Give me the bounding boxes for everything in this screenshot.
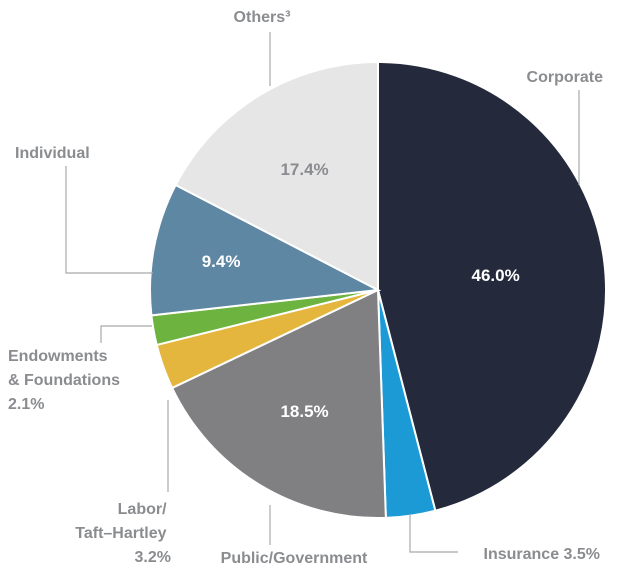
label-others: Others³ bbox=[234, 9, 291, 26]
slice-corporate bbox=[377, 60, 607, 512]
value-label-individual: 9.4% bbox=[202, 252, 241, 271]
value-label-others: 17.4% bbox=[280, 160, 328, 179]
leader-line-endowments bbox=[100, 325, 152, 343]
label-endowments: Endowments & Foundations 2.1% bbox=[8, 348, 124, 413]
label-labor: Labor/ Taft–Hartley 3.2% bbox=[75, 501, 171, 566]
leader-line-individual bbox=[65, 166, 153, 274]
category-labels: Others³ Corporate Individual Endowments … bbox=[8, 9, 603, 567]
slice-value-labels: 46.0% 18.5% 9.4% 17.4% bbox=[202, 160, 520, 421]
label-corporate: Corporate bbox=[527, 69, 604, 86]
slice-others bbox=[174, 60, 379, 292]
slice-public-government bbox=[170, 288, 387, 519]
pie-slices bbox=[149, 60, 607, 519]
leader-lines bbox=[65, 32, 580, 553]
label-public-government: Public/Government bbox=[221, 550, 368, 567]
label-insurance: Insurance 3.5% bbox=[484, 546, 601, 563]
slice-individual bbox=[149, 183, 382, 317]
leader-line-insurance bbox=[409, 514, 458, 553]
label-individual: Individual bbox=[15, 145, 90, 162]
value-label-corporate: 46.0% bbox=[472, 266, 520, 285]
value-label-public-government: 18.5% bbox=[280, 402, 328, 421]
